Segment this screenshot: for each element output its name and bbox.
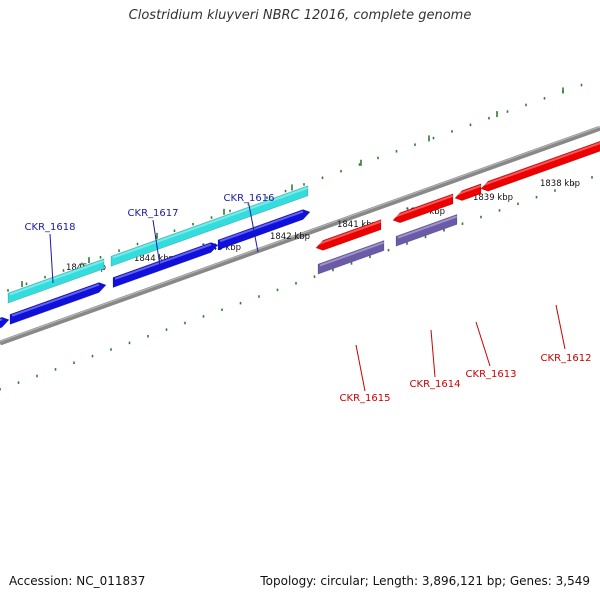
gene-leader-line bbox=[49, 233, 54, 284]
gene-label: CKR_1614 bbox=[410, 379, 461, 390]
ruler-label: 1841 kbp bbox=[337, 220, 377, 230]
reverse-cds-arrow bbox=[395, 213, 458, 247]
accession-label: Accession: NC_011837 bbox=[9, 574, 146, 588]
gene-label: CKR_1618 bbox=[25, 222, 76, 233]
forward-cds-arrow bbox=[217, 209, 311, 251]
reverse-gene-arrow-highlight bbox=[482, 142, 600, 187]
topology-label: Topology: circular; Length: 3,896,121 bp… bbox=[260, 574, 590, 588]
ruler-label: 1842 kbp bbox=[270, 232, 310, 242]
gene-leader-line bbox=[152, 219, 161, 267]
gene-leader-line bbox=[355, 344, 366, 392]
ruler-label: 1838 kbp bbox=[540, 179, 580, 189]
reverse-cds-arrow-highlight bbox=[319, 241, 385, 267]
gene-leader-line bbox=[430, 329, 436, 378]
reverse-gene-arrow bbox=[392, 193, 454, 224]
genome-backbone-highlight bbox=[0, 126, 600, 342]
forward-gene-arrow bbox=[7, 258, 105, 304]
genome-backbone bbox=[0, 125, 600, 346]
forward-cds-arrow-highlight bbox=[219, 210, 304, 243]
reverse-gene-arrow bbox=[315, 219, 382, 251]
forward-gene-arrow-highlight bbox=[112, 186, 309, 259]
reverse-cds-arrow-highlight bbox=[397, 215, 458, 239]
reverse-gene-arrow bbox=[480, 140, 600, 192]
forward-gene-arrow bbox=[110, 185, 309, 267]
reverse-cds-arrow bbox=[317, 240, 385, 275]
forward-cds-arrow bbox=[112, 242, 219, 288]
ruler-label: 1844 kbp bbox=[134, 254, 174, 264]
gene-label: CKR_1612 bbox=[541, 353, 592, 364]
reverse-gene-arrow-highlight bbox=[456, 184, 482, 196]
gene-label: CKR_1613 bbox=[466, 369, 517, 380]
gene-leader-line bbox=[248, 204, 259, 253]
forward-cds-arrow-highlight bbox=[11, 283, 100, 317]
gene-leader-line bbox=[555, 304, 566, 350]
gene-label: CKR_1617 bbox=[128, 208, 179, 219]
ruler-label: 1839 kbp bbox=[473, 193, 513, 203]
forward-cds-arrow-highlight bbox=[114, 243, 212, 280]
forward-cds-arrow bbox=[0, 316, 10, 329]
figure-title: Clostridium kluyveri NBRC 12016, complet… bbox=[128, 8, 472, 23]
forward-cds-arrow bbox=[9, 282, 107, 325]
reverse-gene-arrow-highlight bbox=[317, 220, 382, 246]
reverse-gene-arrow-highlight bbox=[394, 194, 454, 218]
gene-leader-line bbox=[475, 321, 491, 367]
forward-gene-arrow-highlight bbox=[9, 259, 105, 296]
gene-label: CKR_1615 bbox=[340, 393, 391, 404]
gene-label: CKR_1616 bbox=[224, 193, 275, 204]
